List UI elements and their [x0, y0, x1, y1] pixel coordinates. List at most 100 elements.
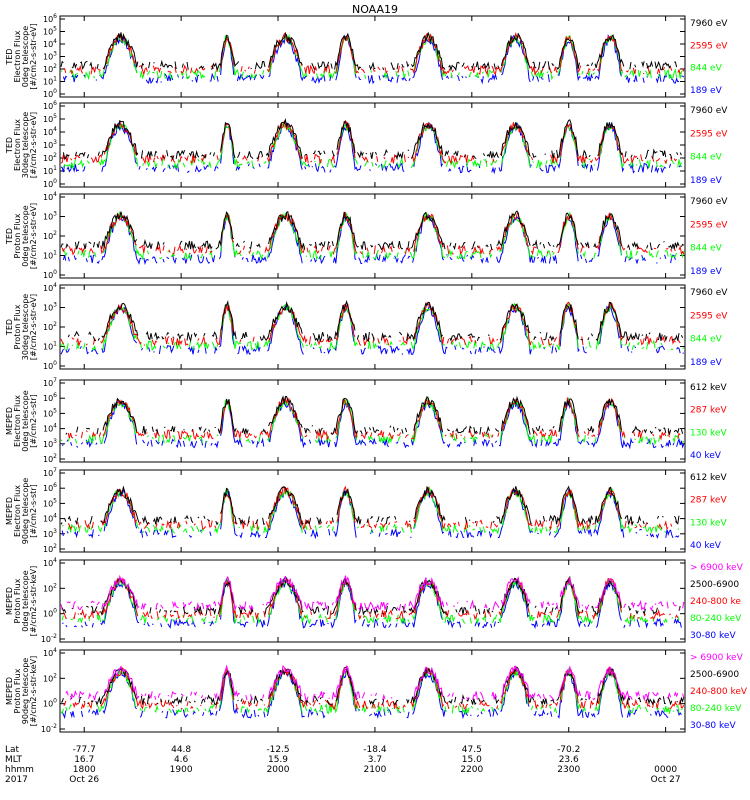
legend-entry: 2595 eV — [690, 220, 728, 230]
y-axis-label: MEPED — [5, 497, 14, 525]
panel-meped-proton-0deg: 10-2 100 102 104 MEPED Proton Flux 0deg telesc… — [5, 557, 744, 644]
legend-entry: 7960 eV — [690, 197, 728, 207]
y-tick-label: 104 — [43, 557, 57, 568]
series-trace — [60, 666, 685, 706]
y-tick-label: 104 — [43, 647, 57, 658]
x-tick-label: 2300 — [557, 765, 580, 775]
series-trace — [61, 211, 685, 256]
y-tick-label: 107 — [43, 467, 57, 478]
x-tick-label: 1900 — [170, 765, 193, 775]
y-tick-label: 106 — [43, 100, 57, 111]
x-axis-row-label: 2017 — [5, 775, 28, 785]
legend-entry: > 6900 keV — [690, 653, 744, 663]
legend-entry: 2595 eV — [690, 311, 728, 321]
y-tick-label: 105 — [43, 407, 57, 418]
series-trace — [62, 578, 681, 624]
panel-frame — [59, 15, 686, 98]
y-tick-label: 101 — [43, 165, 57, 176]
legend-entry: 2595 eV — [690, 129, 728, 139]
y-tick-label: 102 — [43, 152, 57, 163]
y-tick-label: 102 — [43, 582, 57, 593]
y-tick-label: 100 — [43, 698, 57, 709]
panel-ted-proton-0deg: 100 101 102 103 104 TED Proton Flux 0deg telesc… — [5, 191, 728, 280]
panel-meped-electron-90deg: 102 103 104 105 106 107 MEPED Electron Flux 90de… — [5, 467, 727, 554]
legend-entry: 80-240 keV — [690, 614, 742, 624]
y-tick-label: 104 — [43, 126, 57, 137]
y-tick-label: 102 — [43, 321, 57, 332]
x-tick-label: Oct 26 — [69, 775, 99, 785]
series-trace — [63, 577, 683, 619]
y-tick-label: 102 — [43, 230, 57, 241]
y-tick-label: 101 — [43, 76, 57, 87]
legend-entry: 189 eV — [690, 176, 723, 186]
legend-entry: 130 keV — [690, 428, 727, 438]
legend-entry: 612 keV — [690, 383, 727, 393]
legend-entry: 80-240 keV — [690, 704, 742, 714]
series-trace — [62, 117, 682, 161]
series-trace — [62, 669, 684, 718]
legend-entry: 30-80 keV — [690, 631, 736, 641]
y-tick-label: 106 — [43, 482, 57, 493]
y-tick-label: 105 — [43, 26, 57, 37]
legend-entry: 2500-6900 — [690, 670, 739, 680]
x-tick-label: 2200 — [460, 765, 483, 775]
series-trace — [60, 32, 683, 81]
x-tick-label: -77.7 — [73, 745, 96, 755]
y-tick-label: 105 — [43, 497, 57, 508]
y-tick-label: 103 — [43, 211, 57, 222]
y-tick-label: 102 — [43, 63, 57, 74]
legend-entry: 189 eV — [690, 86, 723, 96]
series-trace — [60, 574, 685, 612]
y-tick-label: 10-2 — [41, 633, 57, 644]
legend-entry: 189 eV — [690, 267, 723, 277]
y-axis-label: [#/cm2-s-str-keV] — [29, 656, 38, 727]
series-trace — [65, 664, 685, 702]
y-axis-label: Proton Flux — [13, 578, 22, 623]
legend-entry: 240-800 keV — [690, 687, 748, 697]
y-axis-label: Proton Flux — [13, 304, 22, 349]
chart-title: NOAA19 — [352, 3, 398, 16]
x-tick-label: -70.2 — [557, 745, 580, 755]
y-axis-label: [#/cm2-s-str-eV] — [29, 23, 38, 89]
y-axis-label: Electron Flux — [13, 119, 22, 171]
x-tick-label: -18.4 — [363, 745, 387, 755]
x-tick-label: 44.8 — [171, 745, 191, 755]
y-axis-label: 0deg telescope — [21, 570, 30, 631]
y-axis-label: [#/cm2-s-str-eV] — [29, 294, 38, 360]
x-axis-row-label: MLT — [5, 755, 23, 765]
y-axis-label: Electron Flux — [13, 395, 22, 447]
y-tick-label: 103 — [43, 438, 57, 449]
x-tick-label: 15.9 — [268, 755, 288, 765]
series-trace — [62, 488, 684, 533]
y-tick-label: 10-2 — [41, 723, 57, 734]
y-tick-label: 103 — [43, 139, 57, 150]
x-tick-label: 47.5 — [462, 745, 482, 755]
legend-entry: 612 keV — [690, 473, 727, 483]
panel-frame — [59, 193, 686, 279]
y-axis-label: TED — [5, 319, 14, 336]
legend-entry: 30-80 keV — [690, 721, 736, 731]
x-tick-label: 23.6 — [559, 755, 579, 765]
y-axis-label: 90deg telescope — [21, 658, 30, 725]
series-trace — [68, 397, 684, 439]
series-trace — [65, 395, 684, 436]
x-tick-label: 2100 — [363, 765, 386, 775]
x-tick-label: 3.7 — [368, 755, 382, 765]
y-tick-label: 100 — [43, 608, 57, 619]
series-trace — [63, 665, 685, 711]
series-trace — [62, 33, 685, 85]
y-axis-label: 0deg telescope — [21, 390, 30, 451]
series-trace — [61, 211, 685, 261]
panel-frame — [59, 379, 686, 463]
panel-frame — [59, 284, 686, 370]
y-axis-label: [#/cm2-s-str-eV] — [29, 203, 38, 269]
x-tick-label: 0000 — [654, 765, 677, 775]
legend-entry: 7960 eV — [690, 106, 728, 116]
legend-entry: 844 eV — [690, 335, 723, 345]
y-axis-label: Electron Flux — [13, 485, 22, 537]
legend-entry: 189 eV — [690, 358, 723, 368]
series-trace — [60, 302, 685, 352]
panel-frame — [59, 649, 686, 733]
